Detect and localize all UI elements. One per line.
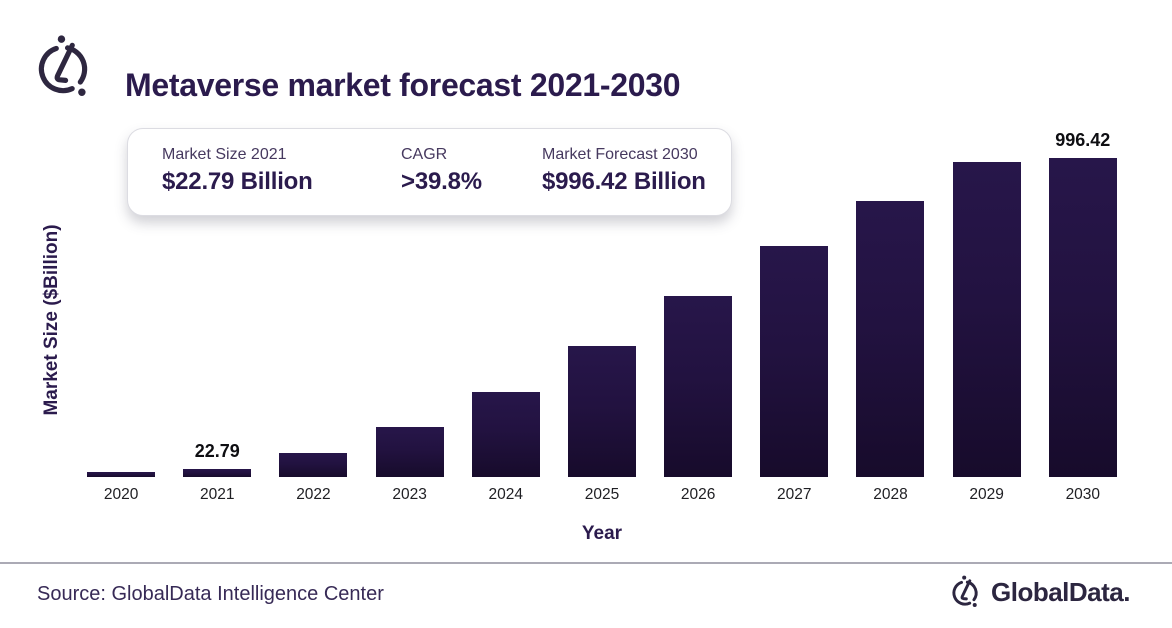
- x-axis-ticks: 2020 2021 2022 2023 2024 2025 2026 2027 2028 2029…: [73, 486, 1131, 504]
- bar-slot-2024: [458, 130, 554, 477]
- x-tick-2021: 2021: [200, 486, 235, 503]
- bar-slot-2030: 996.42: [1035, 130, 1131, 477]
- globaldata-mark-icon: [38, 35, 88, 96]
- bar-slot-2021: 22.79: [169, 130, 265, 477]
- stat-market-size-2021: Market Size 2021 $22.79 Billion: [162, 146, 401, 215]
- bar-slot-2023: [362, 130, 458, 477]
- bar-2030: [1048, 158, 1117, 477]
- stat-label: CAGR: [401, 146, 448, 163]
- x-axis-label: Year: [581, 523, 623, 544]
- x-tick-2022: 2022: [296, 486, 331, 503]
- bar-chart-plot-area: 22.79 996.42: [73, 130, 1131, 477]
- bar-value-label-2021: 22.79: [194, 441, 240, 462]
- brand-wordmark: GlobalData.: [991, 577, 1130, 607]
- bar-slot-2028: [842, 130, 938, 477]
- x-tick-2025: 2025: [584, 486, 620, 503]
- footer-divider: [0, 562, 1172, 564]
- stat-value: >39.8%: [401, 168, 482, 195]
- bar-slot-2025: [554, 130, 650, 477]
- bar-2021: [183, 469, 252, 477]
- x-tick-2023: 2023: [392, 486, 427, 503]
- x-tick-2027: 2027: [777, 486, 812, 503]
- bar-slot-2029: [939, 130, 1035, 477]
- bar-2025: [567, 346, 636, 477]
- source-text: Source: GlobalData Intelligence Center: [37, 583, 384, 605]
- bar-slot-2022: [265, 130, 361, 477]
- stat-value: $22.79 Billion: [162, 168, 313, 195]
- stat-market-forecast-2030: Market Forecast 2030 $996.42 Billion: [542, 146, 706, 215]
- stats-card: Market Size 2021 $22.79 Billion CAGR >39…: [127, 128, 732, 216]
- y-axis-label: Market Size ($Billion): [41, 224, 62, 416]
- bar-value-label-2030: 996.42: [1055, 130, 1111, 150]
- x-tick-2026: 2026: [680, 486, 716, 503]
- globaldata-mark-icon: [952, 575, 978, 608]
- stat-cagr: CAGR >39.8%: [401, 146, 542, 215]
- page-title: Metaverse market forecast 2021-2030: [125, 67, 681, 104]
- footer-brand: GlobalData.: [948, 573, 1130, 612]
- x-tick-2029: 2029: [969, 486, 1004, 503]
- bar-2027: [760, 245, 829, 477]
- bar-slot-2026: [650, 130, 746, 477]
- x-tick-2030: 2030: [1065, 486, 1101, 503]
- bar-2022: [279, 453, 348, 477]
- x-tick-2028: 2028: [873, 486, 908, 503]
- bar-slot-2027: [746, 130, 842, 477]
- x-tick-2024: 2024: [488, 486, 524, 503]
- bar-2026: [664, 295, 733, 477]
- x-tick-2020: 2020: [103, 486, 139, 503]
- bar-2023: [375, 427, 444, 477]
- stat-value: $996.42 Billion: [542, 168, 706, 195]
- bar-2029: [952, 161, 1021, 477]
- stat-label: Market Forecast 2030: [542, 146, 698, 163]
- bar-2020: [87, 472, 156, 477]
- stat-label: Market Size 2021: [162, 146, 287, 163]
- bar-2028: [856, 201, 925, 477]
- bar-slot-2020: [73, 130, 169, 477]
- bar-2024: [471, 392, 540, 477]
